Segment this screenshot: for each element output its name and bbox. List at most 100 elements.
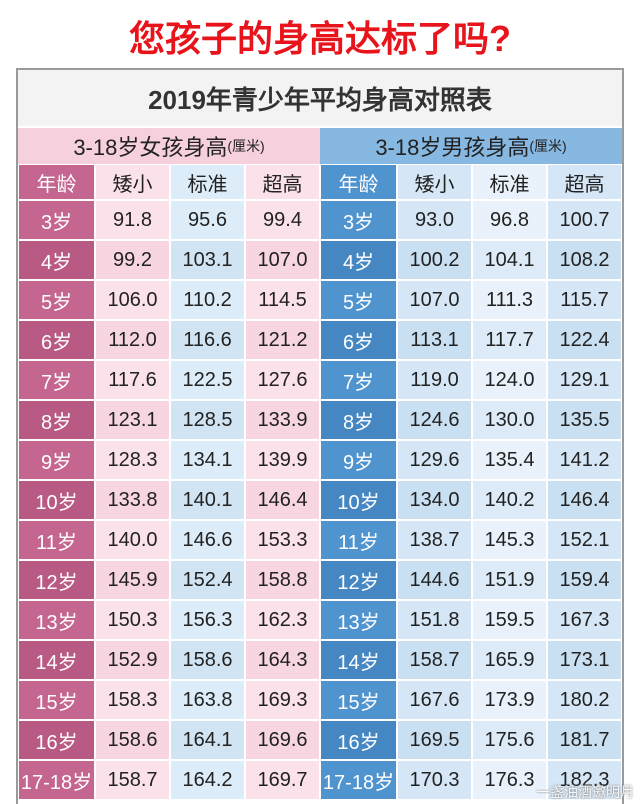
age-cell: 3岁 <box>320 200 397 240</box>
height-cell: 113.1 <box>397 320 472 360</box>
age-cell: 15岁 <box>320 680 397 720</box>
age-cell: 17-18岁 <box>18 760 95 800</box>
age-cell: 10岁 <box>320 480 397 520</box>
height-cell: 141.2 <box>547 440 622 480</box>
age-cell: 17-18岁 <box>320 760 397 800</box>
height-cell: 153.3 <box>245 520 320 560</box>
height-cell: 122.4 <box>547 320 622 360</box>
height-cell: 181.7 <box>547 720 622 760</box>
age-cell: 12岁 <box>18 560 95 600</box>
age-cell: 9岁 <box>320 440 397 480</box>
age-cell: 4岁 <box>18 240 95 280</box>
height-cell: 107.0 <box>245 240 320 280</box>
height-cell: 115.7 <box>547 280 622 320</box>
height-cell: 164.2 <box>170 760 245 800</box>
height-cell: 169.6 <box>245 720 320 760</box>
height-cell: 129.6 <box>397 440 472 480</box>
height-cell: 158.7 <box>397 640 472 680</box>
age-cell: 13岁 <box>18 600 95 640</box>
height-cell: 156.3 <box>170 600 245 640</box>
height-cell: 134.0 <box>397 480 472 520</box>
height-cell: 165.9 <box>472 640 547 680</box>
age-cell: 7岁 <box>320 360 397 400</box>
height-cell: 151.9 <box>472 560 547 600</box>
height-cell: 146.4 <box>245 480 320 520</box>
height-cell: 152.1 <box>547 520 622 560</box>
height-cell: 158.8 <box>245 560 320 600</box>
height-cell: 108.2 <box>547 240 622 280</box>
height-cell: 121.2 <box>245 320 320 360</box>
height-cell: 111.3 <box>472 280 547 320</box>
height-cell: 158.7 <box>95 760 170 800</box>
column-header: 超高 <box>245 164 320 200</box>
section-heading: 3-18岁男孩身高 (厘米) <box>320 128 622 164</box>
age-cell: 11岁 <box>18 520 95 560</box>
height-cell: 145.3 <box>472 520 547 560</box>
column-header: 年龄 <box>320 164 397 200</box>
column-header: 标准 <box>170 164 245 200</box>
age-cell: 8岁 <box>320 400 397 440</box>
height-cell: 169.3 <box>245 680 320 720</box>
height-cell: 117.6 <box>95 360 170 400</box>
height-cell: 128.3 <box>95 440 170 480</box>
height-cell: 130.0 <box>472 400 547 440</box>
height-cell: 123.1 <box>95 400 170 440</box>
height-cell: 112.0 <box>95 320 170 360</box>
height-cell: 182.3 <box>547 760 622 800</box>
height-cell: 107.0 <box>397 280 472 320</box>
age-cell: 8岁 <box>18 400 95 440</box>
height-cell: 140.2 <box>472 480 547 520</box>
section-title: 3-18岁女孩身高 <box>73 135 228 160</box>
height-cell: 159.5 <box>472 600 547 640</box>
height-cell: 159.4 <box>547 560 622 600</box>
column-header: 超高 <box>547 164 622 200</box>
height-cell: 100.2 <box>397 240 472 280</box>
age-cell: 6岁 <box>320 320 397 360</box>
height-cell: 124.6 <box>397 400 472 440</box>
height-cell: 151.8 <box>397 600 472 640</box>
section-unit: (厘米) <box>529 138 567 154</box>
height-cell: 135.4 <box>472 440 547 480</box>
height-cell: 104.1 <box>472 240 547 280</box>
height-cell: 169.7 <box>245 760 320 800</box>
page-title: 您孩子的身高达标了吗? <box>129 18 511 59</box>
height-cell: 163.8 <box>170 680 245 720</box>
height-cell: 129.1 <box>547 360 622 400</box>
height-cell: 175.6 <box>472 720 547 760</box>
height-cell: 140.0 <box>95 520 170 560</box>
age-cell: 15岁 <box>18 680 95 720</box>
height-cell: 140.1 <box>170 480 245 520</box>
height-cell: 167.6 <box>397 680 472 720</box>
height-cell: 124.0 <box>472 360 547 400</box>
height-cell: 162.3 <box>245 600 320 640</box>
height-cell: 122.5 <box>170 360 245 400</box>
height-cell: 119.0 <box>397 360 472 400</box>
table-title: 2019年青少年平均身高对照表 <box>18 70 622 126</box>
column-header: 矮小 <box>397 164 472 200</box>
height-cell: 110.2 <box>170 280 245 320</box>
column-header: 标准 <box>472 164 547 200</box>
height-cell: 158.6 <box>170 640 245 680</box>
height-cell: 114.5 <box>245 280 320 320</box>
section-unit: (厘米) <box>227 138 265 154</box>
height-cell: 173.1 <box>547 640 622 680</box>
age-cell: 7岁 <box>18 360 95 400</box>
age-cell: 10岁 <box>18 480 95 520</box>
height-cell: 128.5 <box>170 400 245 440</box>
height-cell: 176.3 <box>472 760 547 800</box>
height-cell: 152.9 <box>95 640 170 680</box>
height-cell: 133.8 <box>95 480 170 520</box>
height-cell: 145.9 <box>95 560 170 600</box>
watermark: 一盏油酒邀明月 <box>536 784 634 800</box>
age-cell: 4岁 <box>320 240 397 280</box>
height-cell: 150.3 <box>95 600 170 640</box>
height-cell: 158.3 <box>95 680 170 720</box>
height-cell: 134.1 <box>170 440 245 480</box>
height-cell: 173.9 <box>472 680 547 720</box>
height-cell: 139.9 <box>245 440 320 480</box>
height-cell: 133.9 <box>245 400 320 440</box>
height-cell: 93.0 <box>397 200 472 240</box>
age-cell: 12岁 <box>320 560 397 600</box>
section-heading: 3-18岁女孩身高 (厘米) <box>18 128 320 164</box>
